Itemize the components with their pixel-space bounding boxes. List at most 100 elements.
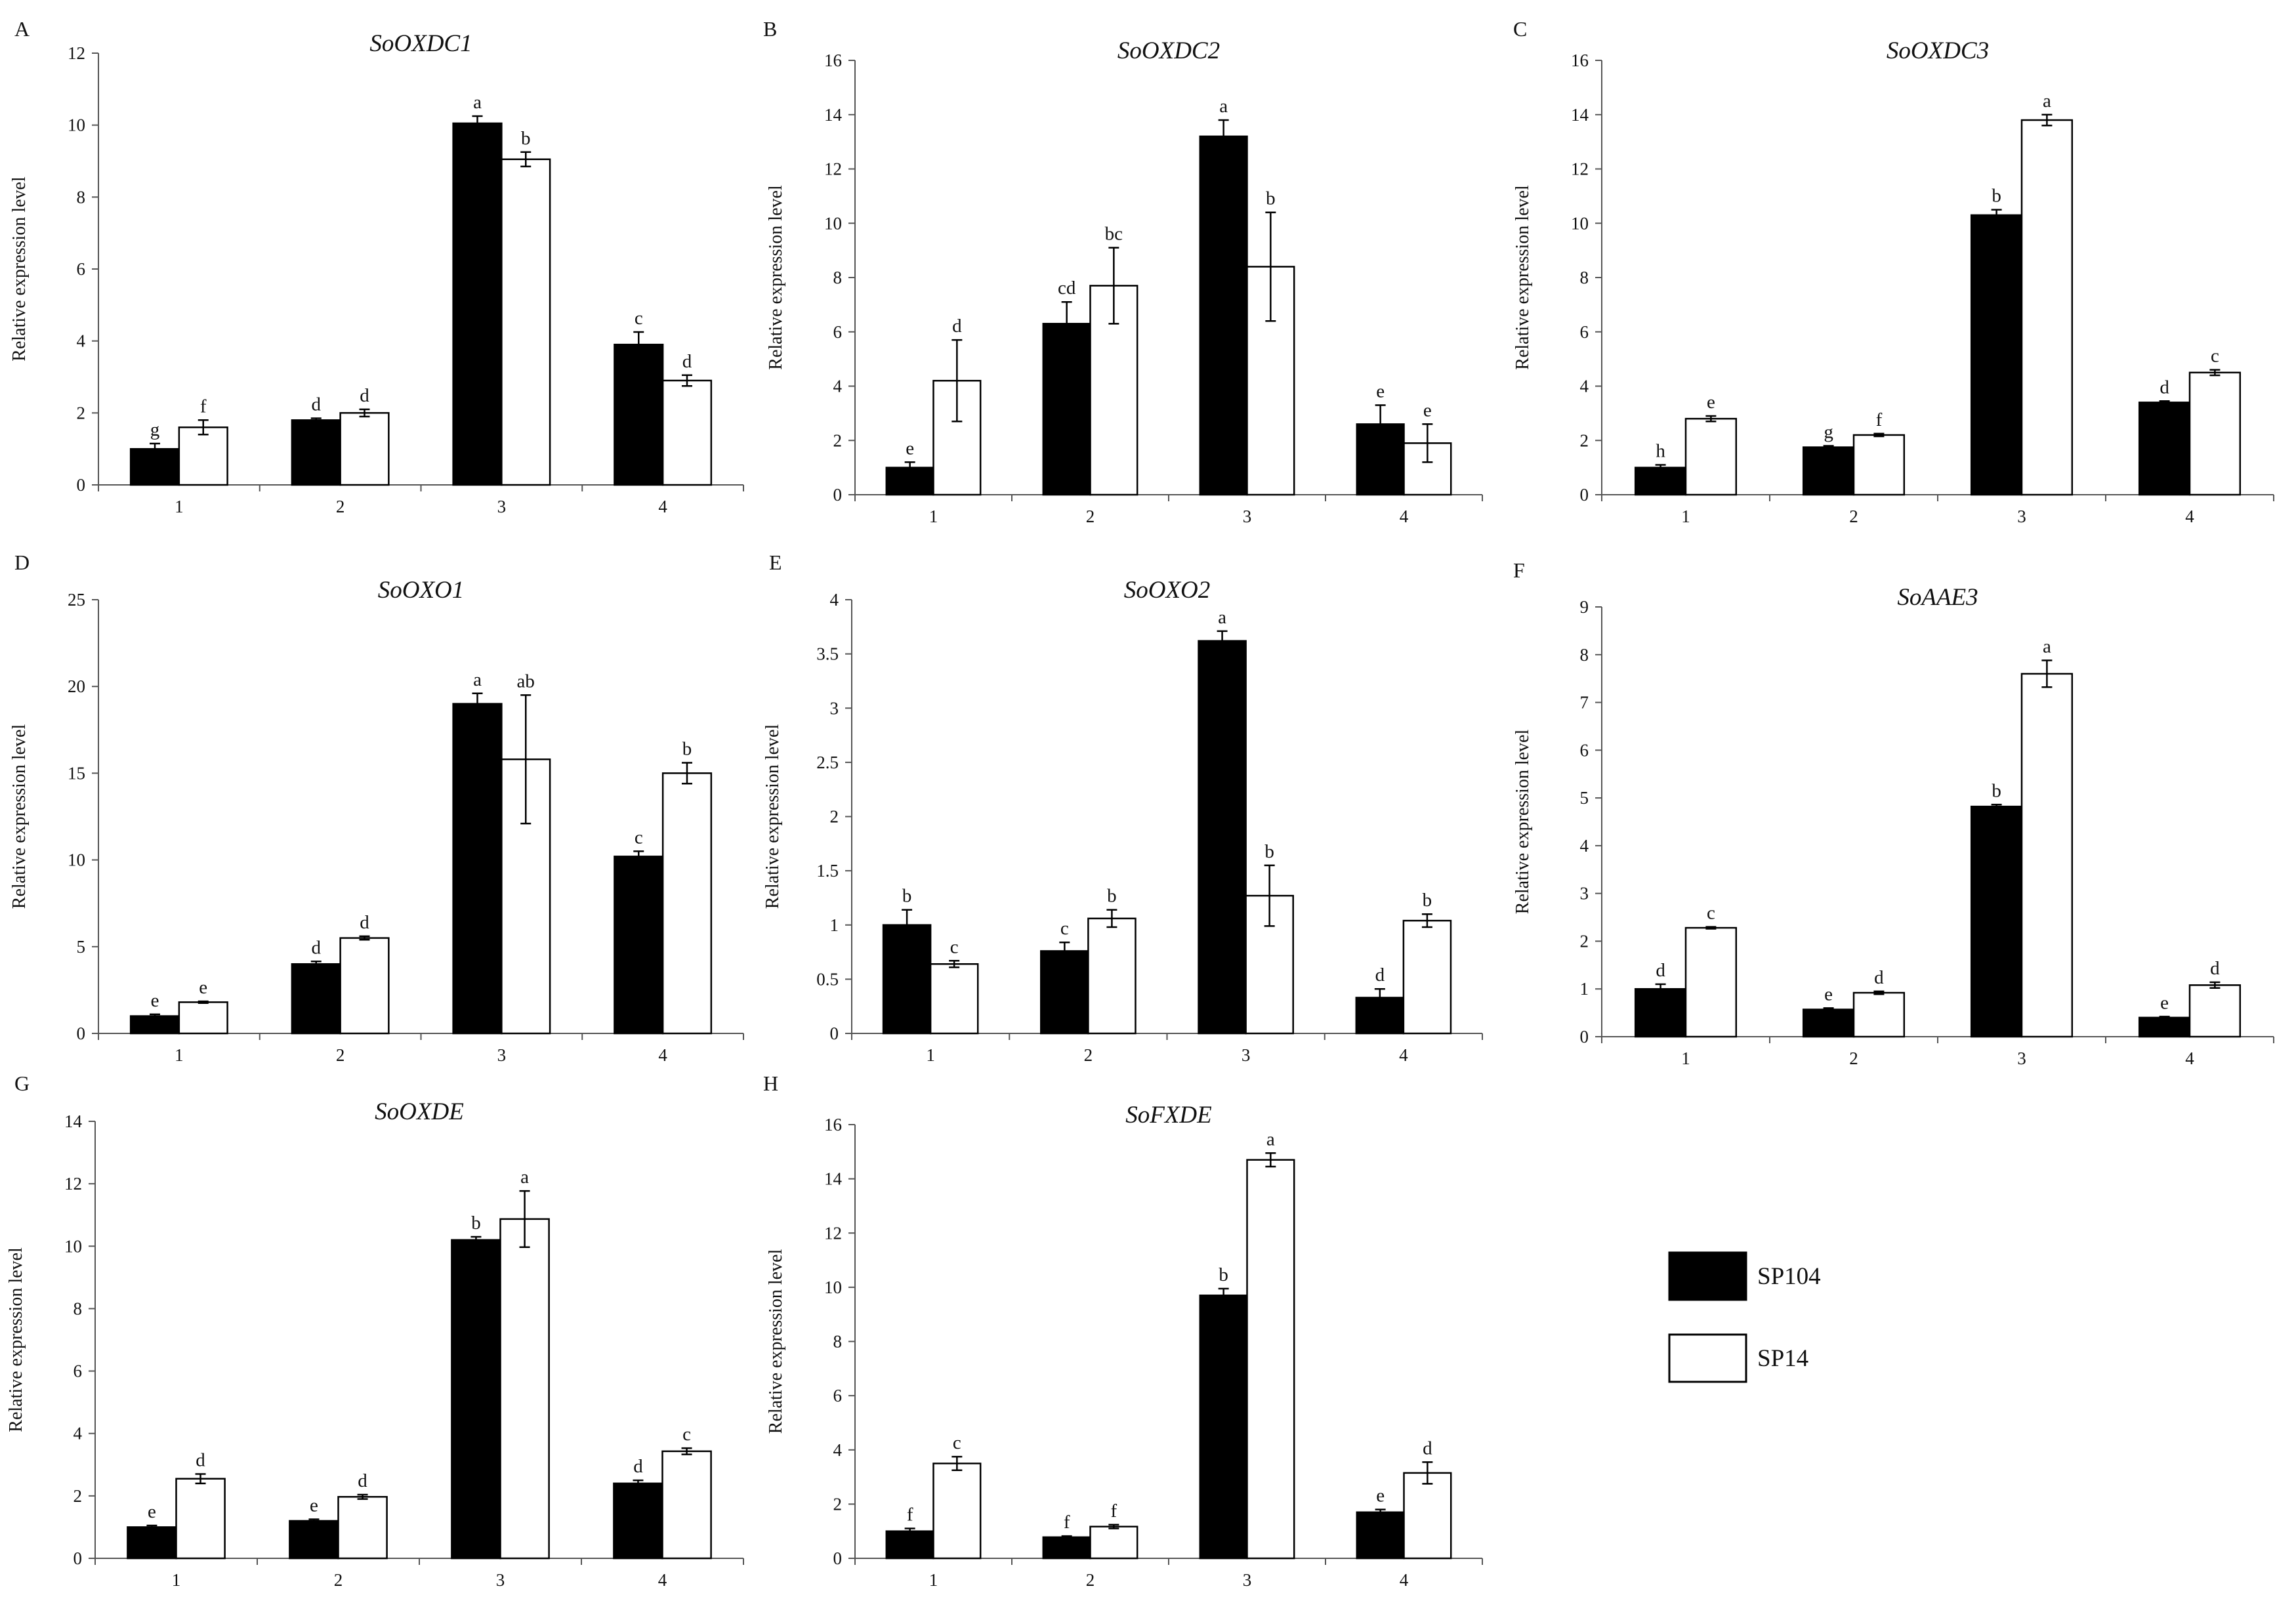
chart-title: SoOXO1	[378, 577, 465, 604]
x-tick-label: 3	[496, 1570, 505, 1590]
significance-letter: e	[1376, 381, 1385, 402]
significance-letter: d	[1375, 965, 1385, 986]
bar-sp14	[2188, 371, 2242, 496]
y-tick-label: 3.5	[816, 644, 839, 664]
y-tick-label: 8	[833, 268, 843, 287]
chart-title: SoOXDE	[375, 1098, 464, 1125]
y-tick-label: 0.5	[816, 969, 839, 989]
x-tick-label: 2	[1086, 1570, 1095, 1590]
x-tick-label: 2	[336, 497, 345, 516]
x-tick-label: 1	[926, 1045, 935, 1065]
significance-letter: b	[682, 739, 692, 760]
x-tick-label: 3	[1243, 1570, 1252, 1590]
y-tick-label: 25	[68, 590, 85, 610]
significance-letter: e	[1376, 1485, 1385, 1506]
chart-title: SoOXO2	[1124, 577, 1211, 604]
y-tick-label: 7	[1580, 693, 1589, 713]
y-axis-label: Relative expression level	[766, 1249, 786, 1434]
significance-letter: b	[1423, 890, 1432, 911]
y-tick-label: 16	[1571, 51, 1589, 70]
chart-panel-e: E SoOXO2 Relative expression level 0 0.5 1 1.5…	[762, 550, 1483, 1065]
y-axis-label: Relative expression level	[1513, 185, 1533, 370]
y-tick-label: 4	[833, 1440, 843, 1460]
significance-letter: d	[1423, 1438, 1432, 1459]
y-tick-label: 5	[77, 937, 86, 957]
bar-sp104	[2138, 402, 2191, 496]
panel-letter: B	[763, 17, 777, 41]
y-tick-label: 12	[68, 43, 85, 63]
bar-sp104	[1970, 805, 2023, 1038]
x-tick-label: 4	[2185, 507, 2194, 526]
y-tick-label: 4	[833, 377, 843, 396]
legend: SP104 SP14	[1668, 1251, 1821, 1383]
y-tick-label: 10	[68, 115, 85, 135]
bar-sp104	[614, 856, 664, 1035]
bar-sp104	[614, 343, 664, 486]
significance-letter: e	[1824, 984, 1833, 1005]
y-tick-label: 0	[1580, 485, 1589, 505]
bar-sp104	[1042, 1536, 1091, 1560]
bar-sp104	[291, 419, 341, 486]
significance-letter: c	[635, 827, 643, 848]
x-tick-label: 1	[175, 497, 184, 516]
significance-letter: b	[1992, 780, 2001, 801]
significance-letter: d	[196, 1450, 205, 1471]
significance-letter: d	[312, 394, 322, 415]
chart-title: SoAAE3	[1897, 584, 1978, 611]
significance-letter: g	[1824, 422, 1833, 443]
significance-letter: d	[358, 1470, 367, 1491]
significance-letter: e	[151, 990, 159, 1011]
y-axis-label: Relative expression level	[6, 1247, 26, 1432]
x-tick-label: 2	[334, 1570, 343, 1590]
significance-letter: d	[360, 912, 369, 933]
bar-sp104	[452, 703, 503, 1035]
bar-sp14	[661, 1450, 712, 1560]
y-tick-label: 10	[64, 1236, 82, 1256]
x-tick-label: 2	[336, 1045, 345, 1065]
y-tick-label: 5	[1580, 788, 1589, 808]
y-tick-label: 6	[1580, 740, 1589, 760]
y-tick-label: 2	[73, 1486, 83, 1506]
bar-sp14	[1087, 917, 1137, 1035]
y-tick-label: 8	[73, 1298, 83, 1318]
bar-sp14	[2188, 984, 2242, 1038]
bar-sp104	[1198, 640, 1247, 1035]
bar-sp14	[2020, 673, 2074, 1038]
bar-sp104	[882, 924, 932, 1035]
bar-sp14	[337, 1496, 388, 1560]
significance-letter: f	[1876, 409, 1883, 430]
bar-sp14	[1684, 926, 1738, 1038]
x-tick-label: 2	[1084, 1045, 1093, 1065]
bar-sp104	[885, 1530, 934, 1560]
x-tick-label: 3	[497, 1045, 507, 1065]
x-tick-label: 4	[658, 497, 667, 516]
x-tick-label: 2	[1086, 507, 1095, 526]
x-tick-label: 1	[1681, 507, 1690, 526]
bar-sp14	[175, 1478, 226, 1560]
x-tick-label: 1	[172, 1570, 181, 1590]
y-tick-label: 0	[77, 475, 86, 495]
y-tick-label: 3	[830, 698, 839, 718]
bar-sp104	[613, 1482, 663, 1560]
significance-letter: d	[1656, 960, 1665, 981]
bar-sp104	[451, 1239, 501, 1560]
bar-sp14	[1402, 919, 1452, 1035]
bar-sp104	[1634, 987, 1687, 1038]
significance-letter: c	[1060, 918, 1069, 939]
chart-title: SoOXDC1	[369, 30, 472, 57]
y-tick-label: 2	[1580, 430, 1589, 450]
y-tick-label: 2	[77, 403, 86, 423]
significance-letter: g	[150, 419, 160, 440]
x-tick-label: 1	[929, 1570, 938, 1590]
bar-sp14	[929, 963, 979, 1035]
y-tick-label: 2	[830, 807, 839, 827]
significance-letter: a	[2043, 636, 2051, 657]
significance-letter: a	[473, 92, 482, 113]
significance-letter: b	[1266, 188, 1276, 209]
significance-letter: c	[953, 1432, 961, 1453]
y-tick-label: 6	[1580, 322, 1589, 342]
chart-panel-b: B SoOXDC2 Relative expression level 0 2 4 6 8 10…	[763, 17, 1483, 526]
chart-panel-g: G SoOXDE Relative expression level 0 2 4 6 8 10 1…	[6, 1071, 744, 1590]
bar-sp14	[1089, 1526, 1138, 1560]
